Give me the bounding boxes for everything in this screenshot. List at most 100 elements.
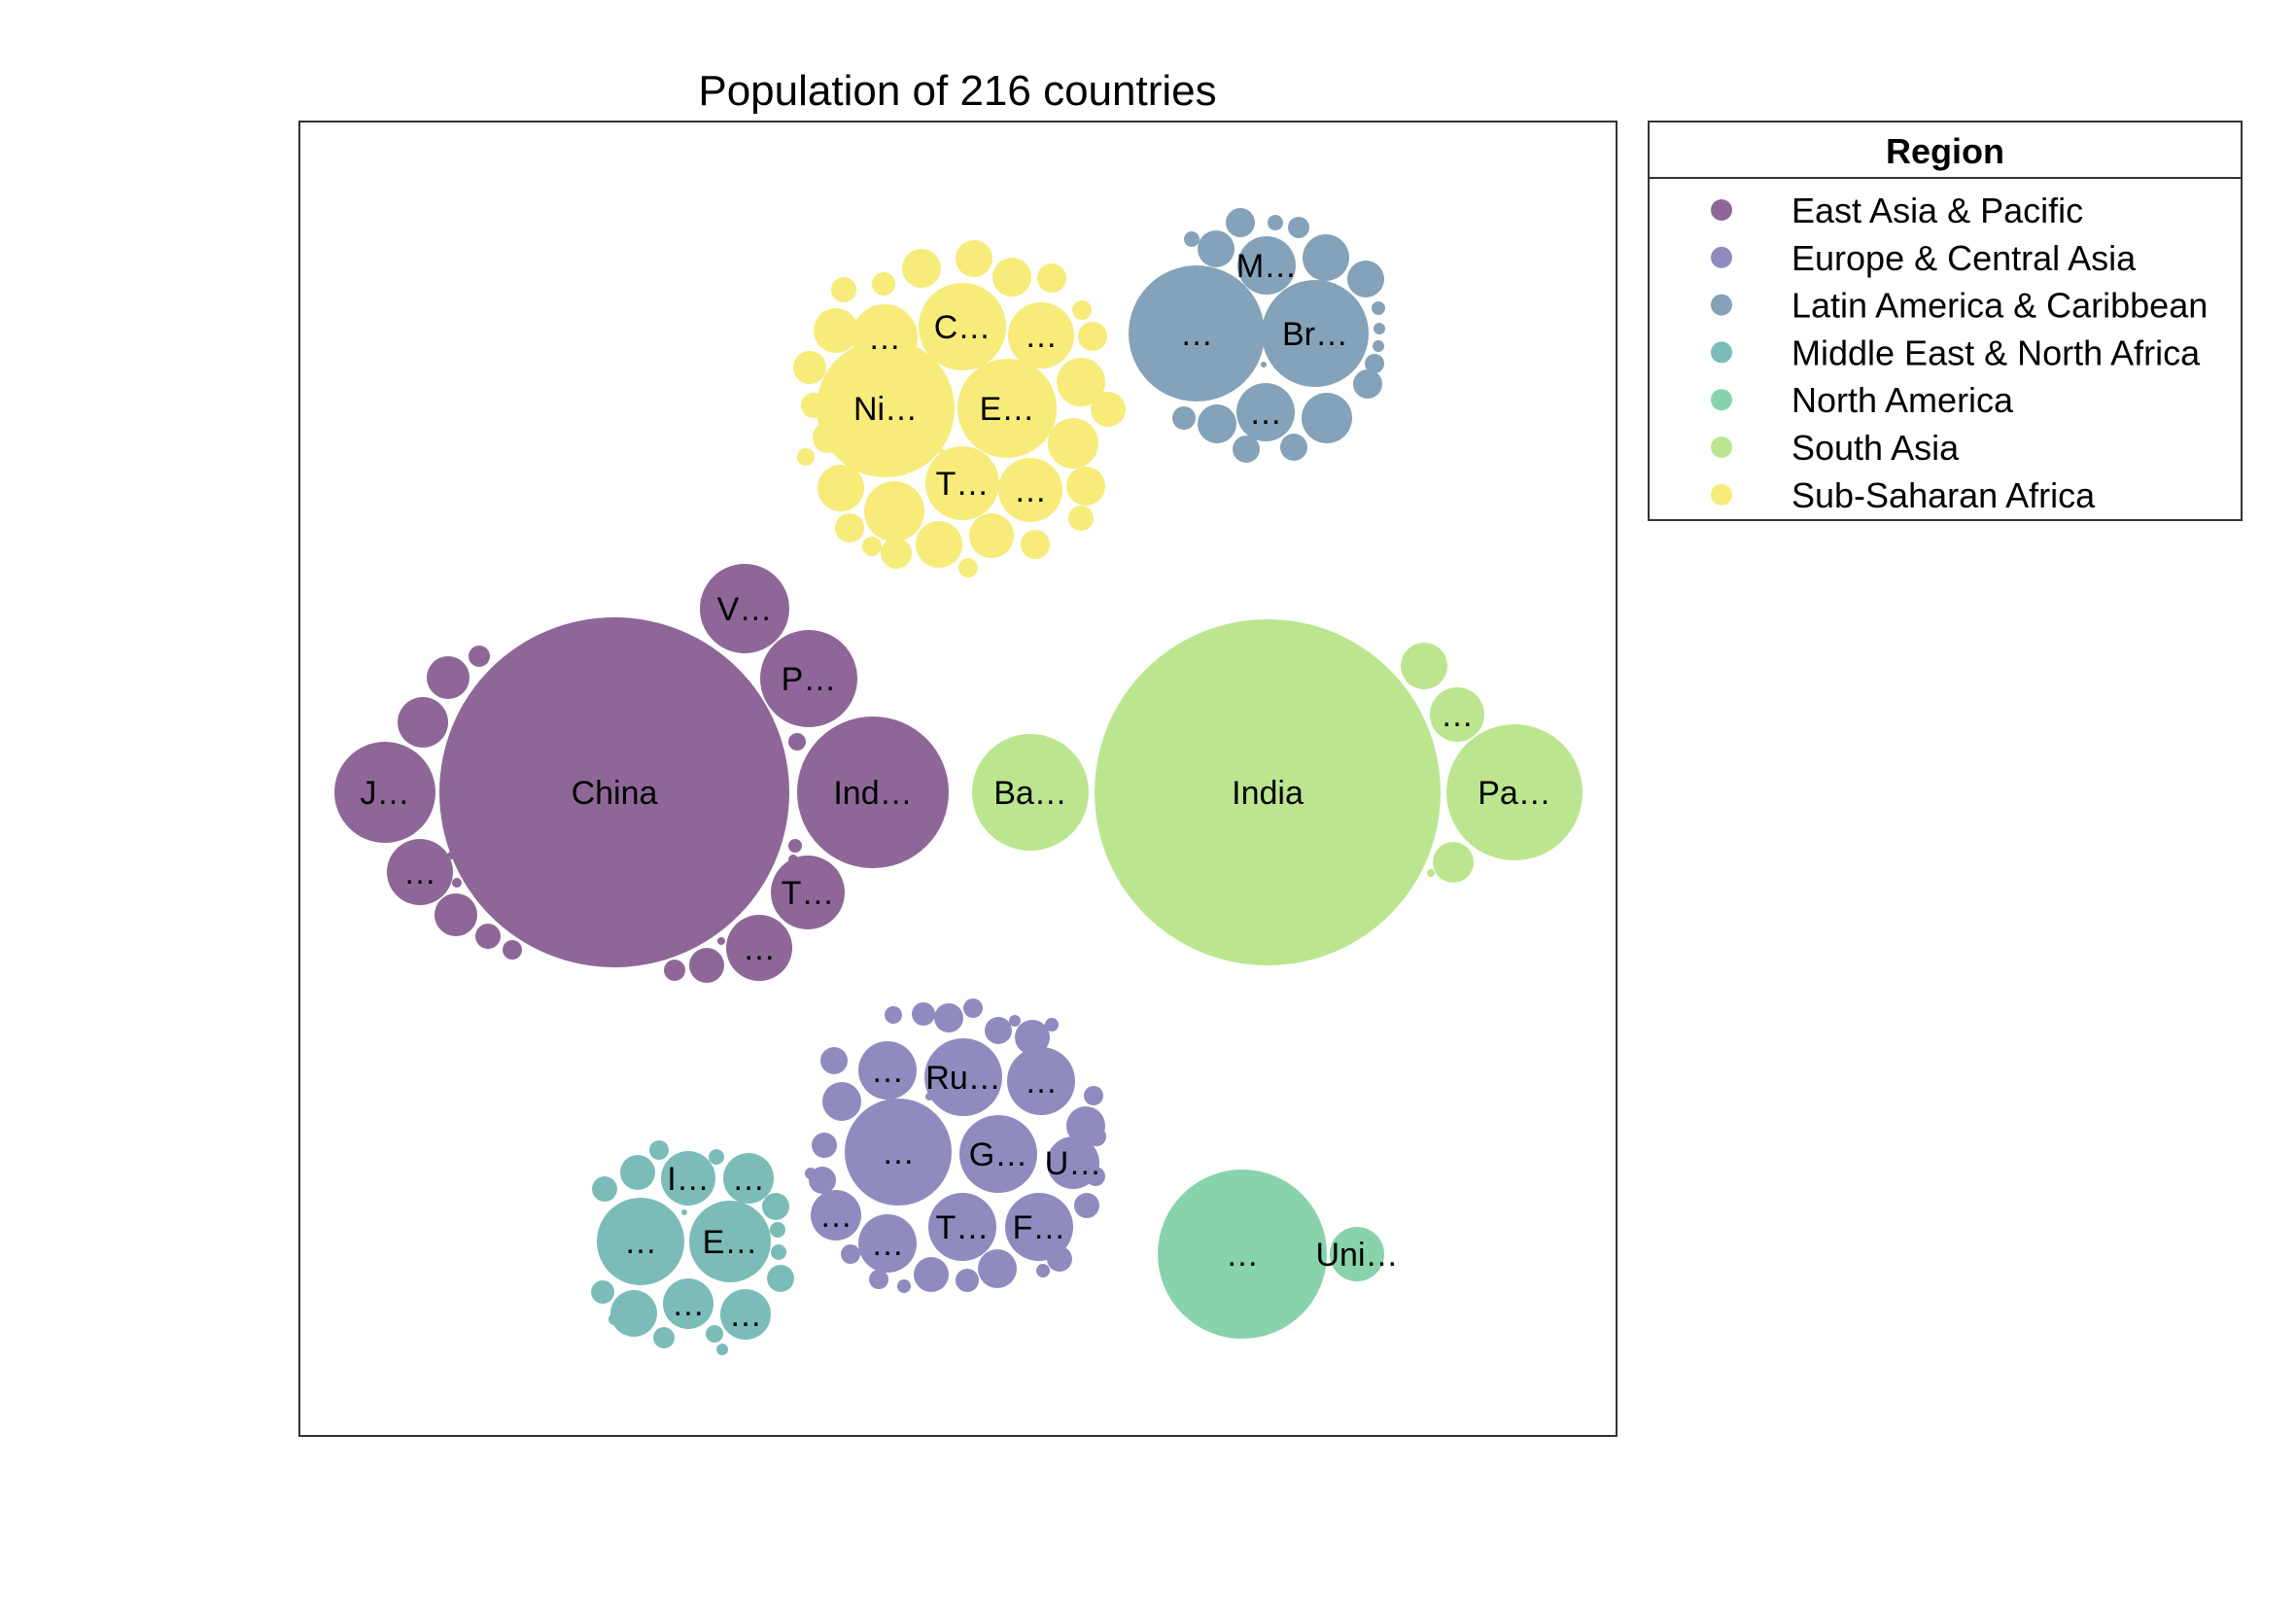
- bubble: [447, 852, 455, 859]
- bubble: [881, 538, 912, 569]
- bubble: [958, 558, 978, 577]
- bubble: [1401, 643, 1447, 689]
- bubble-label: …: [871, 1053, 904, 1090]
- bubble: [978, 1249, 1017, 1288]
- bubble-label: Pa…: [1478, 775, 1551, 812]
- bubble: [475, 924, 501, 949]
- bubble: [398, 697, 448, 748]
- bubble: [1237, 236, 1296, 295]
- bubble: [1280, 434, 1307, 461]
- bubble: [925, 446, 999, 520]
- legend-label: East Asia & Pacific: [1792, 191, 2083, 230]
- bubble: [817, 339, 955, 477]
- bubble: [1045, 1018, 1059, 1031]
- bubble: [820, 1047, 848, 1074]
- bubble: [852, 304, 918, 370]
- bubble: [1372, 301, 1385, 315]
- bubble: [469, 646, 490, 667]
- bubble: [814, 308, 858, 353]
- bubble: [771, 856, 845, 929]
- bubble: [1347, 261, 1384, 297]
- bubble-label: Br…: [1282, 316, 1348, 353]
- bubble: [1268, 215, 1283, 230]
- bubble-label: …: [732, 1161, 765, 1198]
- bubble: [1184, 231, 1200, 247]
- bubble: [1158, 1170, 1327, 1339]
- bubble: [1374, 323, 1385, 334]
- bubble: [1009, 1015, 1021, 1027]
- bubble-label: Ru…: [925, 1060, 1000, 1097]
- bubble: [1087, 1127, 1106, 1146]
- legend-key: [1711, 199, 1732, 221]
- bubble: [885, 1006, 902, 1024]
- bubble-label: …: [1180, 316, 1213, 353]
- bubble: [1095, 619, 1441, 965]
- bubble-label: T…: [936, 466, 990, 503]
- bubble: [972, 734, 1089, 851]
- bubble: [934, 1003, 963, 1032]
- bubble: [427, 656, 470, 699]
- bubble: [1086, 1167, 1105, 1186]
- legend-box: [1648, 121, 2243, 521]
- bubble: [841, 1244, 860, 1264]
- bubble: [653, 1327, 675, 1348]
- bubble: [435, 893, 477, 936]
- bubble: [1005, 1193, 1073, 1261]
- bubble-label: I…: [667, 1161, 709, 1198]
- bubble: [1084, 1086, 1103, 1105]
- bubble: [689, 948, 724, 983]
- bubble: [762, 1193, 789, 1220]
- bubble: [788, 733, 806, 751]
- bubble-label: …: [1249, 395, 1282, 432]
- bubble-label: …: [871, 1226, 904, 1263]
- bubble-label: …: [819, 1198, 852, 1235]
- bubble: [1074, 1193, 1099, 1218]
- bubble-label: E…: [703, 1224, 758, 1261]
- bubble: [919, 283, 1006, 370]
- bubble-label-layer: China Ind…J…P…V…T………India Pa…Ba……Ni… E…C…T……: [361, 248, 1551, 1334]
- bubble: [963, 998, 983, 1018]
- chart-title: Population of 216 countries: [698, 67, 1216, 115]
- bubble-label: Ba…: [993, 775, 1067, 812]
- bubble-label: …: [743, 930, 776, 967]
- bubble: [998, 458, 1062, 522]
- bubble-label: T…: [782, 875, 835, 912]
- bubble-label: Ni…: [853, 391, 918, 428]
- bubble: [770, 1222, 785, 1238]
- bubble: [914, 1257, 949, 1292]
- legend-label: Europe & Central Asia: [1792, 238, 2137, 278]
- bubble: [1008, 302, 1074, 368]
- bubble: [1015, 1020, 1050, 1055]
- bubble-layer: [334, 208, 1583, 1355]
- bubble-label: …: [403, 855, 436, 891]
- bubble: [723, 1153, 774, 1204]
- bubble: [706, 1325, 723, 1343]
- bubble: [1172, 406, 1196, 430]
- bubble: [726, 915, 792, 981]
- bubble-label: M…: [1236, 248, 1297, 285]
- bubble: [858, 1041, 917, 1100]
- bubble: [1236, 383, 1295, 441]
- bubble: [452, 878, 462, 888]
- bubble: [793, 351, 826, 384]
- bubble: [818, 465, 864, 511]
- bubble: [1078, 322, 1107, 351]
- legend-key: [1711, 294, 1732, 316]
- bubble: [969, 513, 1014, 558]
- bubble: [681, 1209, 687, 1215]
- bubble: [1129, 265, 1265, 402]
- bubble: [1288, 217, 1309, 238]
- bubble-label: G…: [969, 1136, 1027, 1173]
- bubble-label: …: [1014, 472, 1047, 509]
- bubble: [649, 1140, 669, 1160]
- bubble: [813, 422, 844, 453]
- legend-title: Region: [1886, 131, 2004, 171]
- bubble-label: F…: [1013, 1209, 1066, 1246]
- bubble: [797, 448, 815, 466]
- legend-label: South Asia: [1792, 428, 1960, 468]
- bubble-label: …: [1025, 1064, 1058, 1101]
- bubble-label: China: [572, 775, 658, 812]
- bubble-label: P…: [782, 661, 837, 698]
- legend-key: [1711, 341, 1732, 364]
- legend-key: [1711, 483, 1732, 506]
